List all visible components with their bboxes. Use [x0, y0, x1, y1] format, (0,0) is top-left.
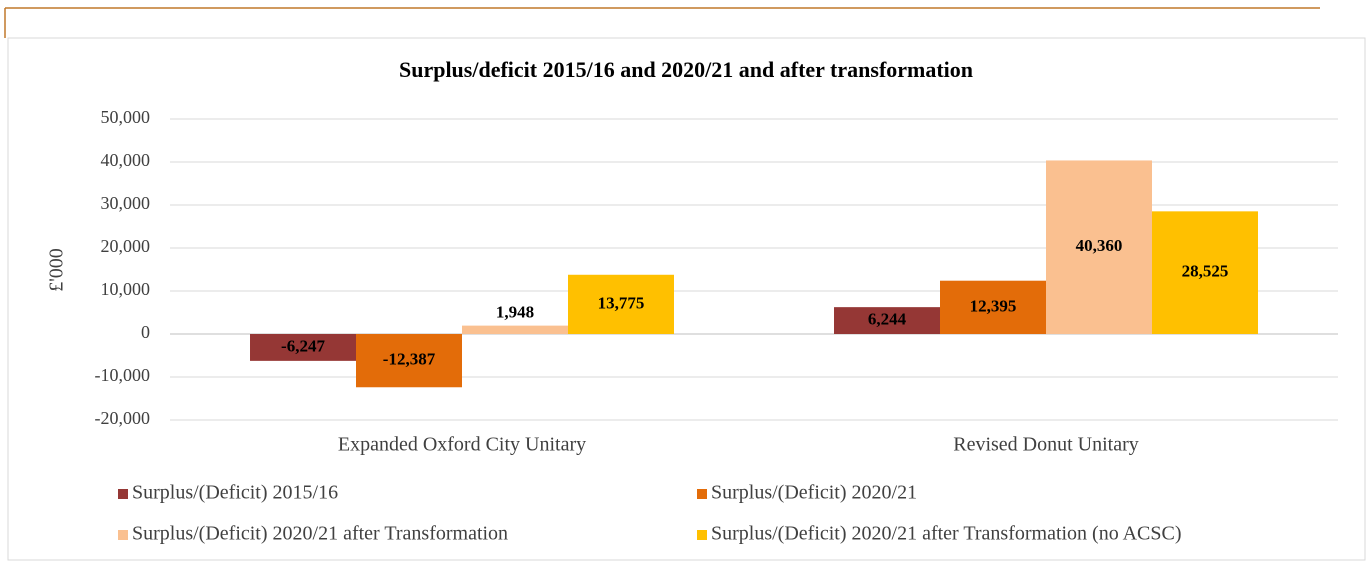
legend-label: Surplus/(Deficit) 2020/21	[711, 482, 917, 504]
bar	[356, 334, 462, 388]
bar	[940, 280, 1046, 334]
bar	[1046, 160, 1152, 334]
data-label: 28,525	[1182, 262, 1229, 281]
legend-label: Surplus/(Deficit) 2020/21 after Transfor…	[132, 523, 508, 545]
legend-swatch	[697, 530, 707, 540]
legend-label: Surplus/(Deficit) 2015/16	[132, 482, 338, 504]
bar	[1151, 211, 1258, 334]
data-label: -12,387	[383, 350, 436, 369]
y-tick-label: 40,000	[101, 150, 151, 170]
x-tick-label: Revised Donut Unitary	[953, 434, 1139, 456]
bar	[834, 307, 941, 334]
y-tick-label: 30,000	[101, 193, 151, 213]
y-tick-label: 20,000	[101, 236, 151, 256]
data-label: 12,395	[970, 296, 1017, 315]
data-label: 13,775	[598, 293, 645, 312]
chart-title: Surplus/deficit 2015/16 and 2020/21 and …	[399, 57, 973, 82]
legend-swatch	[697, 489, 707, 499]
bar	[567, 274, 674, 334]
data-label: 6,244	[868, 309, 907, 328]
y-tick-label: 0	[141, 322, 150, 342]
y-tick-label: -10,000	[95, 365, 151, 385]
y-tick-label: -20,000	[95, 408, 151, 428]
x-tick-label: Expanded Oxford City Unitary	[338, 434, 586, 456]
y-axis-label: £'000	[46, 248, 68, 292]
data-label: -6,247	[281, 336, 325, 355]
legend-label: Surplus/(Deficit) 2020/21 after Transfor…	[711, 523, 1182, 545]
bar	[250, 334, 357, 361]
legend-swatch	[118, 489, 128, 499]
data-label: 40,360	[1076, 236, 1123, 255]
y-tick-label: 50,000	[101, 107, 151, 127]
bar	[462, 325, 568, 334]
data-label: 1,948	[496, 303, 534, 322]
y-tick-label: 10,000	[101, 279, 151, 299]
legend-swatch	[118, 530, 128, 540]
